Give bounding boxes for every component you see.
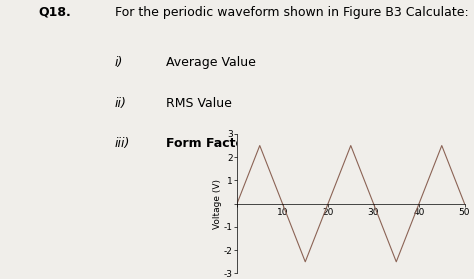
Text: RMS Value: RMS Value (166, 97, 232, 110)
Text: i): i) (115, 56, 123, 69)
Y-axis label: Voltage (V): Voltage (V) (213, 179, 222, 229)
Text: iii): iii) (115, 137, 130, 150)
Text: For the periodic waveform shown in Figure B3 Calculate:: For the periodic waveform shown in Figur… (115, 6, 468, 19)
Text: ii): ii) (115, 97, 127, 110)
Text: Average Value: Average Value (166, 56, 256, 69)
Text: Q18.: Q18. (38, 6, 71, 19)
Text: Form Factor and Peak Factor: Form Factor and Peak Factor (166, 137, 368, 150)
